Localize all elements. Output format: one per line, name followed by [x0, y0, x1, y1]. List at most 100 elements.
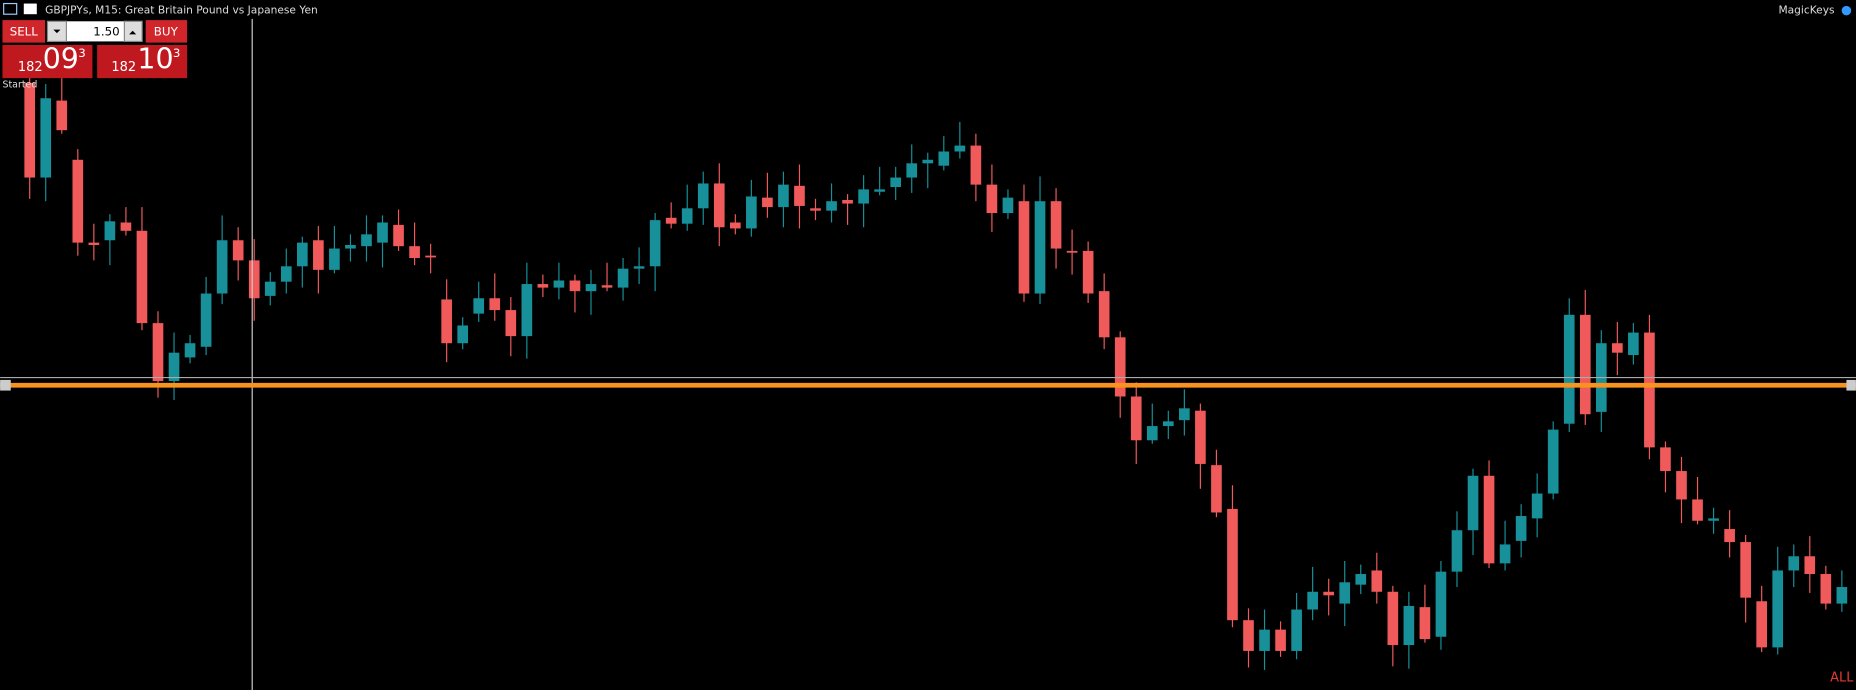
- expert-icon: [1841, 5, 1852, 16]
- sell-price-small: 3: [78, 46, 86, 60]
- candle-body: [1740, 542, 1751, 598]
- candle-body: [890, 177, 902, 187]
- candle-body: [136, 230, 148, 324]
- candle-body: [1066, 250, 1078, 253]
- candle-body: [585, 284, 597, 292]
- candle-body: [473, 298, 485, 314]
- chart-icon[interactable]: [23, 3, 37, 15]
- candle-body: [1531, 493, 1543, 519]
- candle-body: [377, 222, 388, 243]
- candle-body: [649, 220, 661, 267]
- candle-body: [1146, 426, 1158, 441]
- buy-button[interactable]: [145, 20, 188, 43]
- candle-body: [184, 343, 196, 358]
- candle-body: [681, 208, 693, 224]
- candles: [24, 76, 1848, 670]
- candle-body: [104, 221, 116, 241]
- candle-body: [248, 260, 260, 299]
- candle-body: [120, 222, 132, 231]
- candle-body: [842, 200, 853, 204]
- sell-label[interactable]: SELL: [10, 24, 39, 38]
- candle-body: [329, 248, 340, 270]
- candle-body: [778, 184, 789, 208]
- candle-body: [521, 284, 533, 337]
- menu-icon[interactable]: [3, 2, 18, 15]
- candle-body: [938, 151, 950, 166]
- candle-body: [1451, 530, 1463, 572]
- buy-price-small: 3: [173, 46, 181, 60]
- candle-body: [1371, 570, 1383, 592]
- candle-body: [345, 244, 356, 249]
- candle-body: [1499, 544, 1511, 564]
- candle-body: [1836, 587, 1848, 604]
- candle-body: [665, 217, 677, 224]
- candle-body: [425, 255, 436, 258]
- candle-body: [1259, 629, 1270, 651]
- candle-body: [1563, 314, 1575, 424]
- volume-box[interactable]: [47, 21, 143, 42]
- candle-body: [1403, 605, 1415, 646]
- line-handle[interactable]: [1846, 379, 1856, 391]
- candle-body: [1195, 410, 1206, 464]
- magickeys-label: MagicKeys: [1778, 4, 1835, 17]
- candle-body: [24, 82, 36, 178]
- candle-body: [457, 325, 469, 344]
- candle-body: [762, 197, 773, 208]
- candle-body: [1018, 201, 1030, 294]
- candle-body: [361, 234, 372, 247]
- volume-value[interactable]: 1.50: [93, 24, 119, 38]
- candle-body: [1547, 429, 1559, 494]
- candle-body: [1291, 609, 1302, 651]
- candle-body: [1612, 343, 1623, 353]
- sell-button[interactable]: [2, 20, 46, 43]
- status-text: Started: [2, 80, 37, 91]
- candle-body: [505, 310, 517, 337]
- candle-body: [1227, 508, 1238, 621]
- candle-body: [1098, 291, 1110, 338]
- buy-label[interactable]: BUY: [154, 24, 179, 38]
- candle-body: [313, 240, 324, 270]
- title-bar: [0, 0, 1856, 19]
- candle-body: [216, 240, 228, 294]
- candle-body: [56, 100, 68, 131]
- candle-body: [1307, 591, 1318, 610]
- candle-body: [1515, 516, 1527, 541]
- candle-body: [826, 201, 837, 211]
- candle-body: [1756, 601, 1768, 648]
- candle-body: [1211, 465, 1222, 513]
- candle-body: [1644, 332, 1655, 448]
- candle-body: [729, 222, 741, 229]
- candle-body: [1435, 571, 1447, 637]
- sell-price-box[interactable]: [2, 44, 93, 79]
- candle-body: [1243, 620, 1254, 651]
- sell-price-main: 09: [43, 42, 79, 75]
- candle-body: [1082, 250, 1094, 294]
- candle-body: [1275, 629, 1286, 651]
- chart-title: GBPJPYs, M15: Great Britain Pound vs Jap…: [45, 4, 318, 17]
- candle-body: [858, 189, 869, 204]
- candle-body: [617, 268, 629, 288]
- candle-body: [489, 298, 501, 311]
- all-label: ALL: [1830, 671, 1854, 686]
- candle-body: [1114, 337, 1126, 397]
- candle-body: [232, 240, 244, 261]
- candle-body: [72, 159, 84, 243]
- candle-body: [1179, 408, 1190, 421]
- candle-body: [874, 189, 885, 192]
- buy-price-box[interactable]: [97, 44, 188, 79]
- candle-body: [1788, 556, 1800, 571]
- line-handle[interactable]: [0, 379, 11, 391]
- candle-body: [537, 284, 549, 288]
- candle-body: [697, 183, 709, 209]
- sell-price-big: 182: [18, 60, 43, 75]
- candle-body: [152, 323, 164, 382]
- candle-body: [1579, 314, 1591, 415]
- candle-body: [1130, 396, 1142, 441]
- candle-body: [1387, 591, 1399, 646]
- candle-body: [553, 280, 565, 288]
- candle-body: [393, 224, 404, 247]
- candle-body: [1804, 556, 1816, 575]
- candle-body: [1050, 201, 1062, 249]
- candle-body: [1772, 570, 1784, 648]
